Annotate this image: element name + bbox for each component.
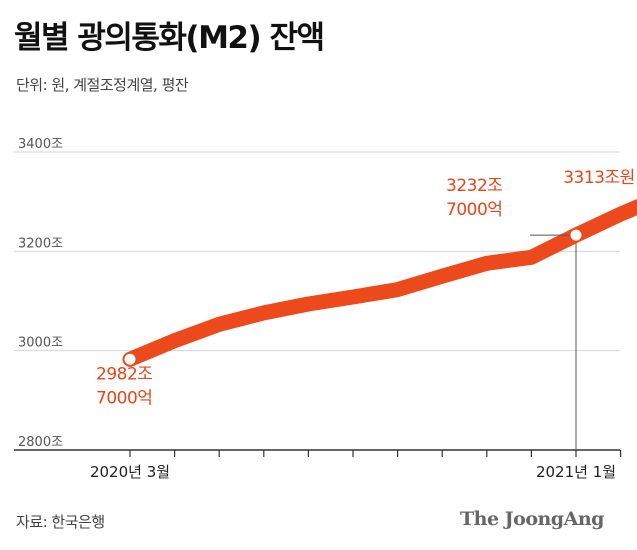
x-tick-label: 2020년 3월 — [90, 463, 170, 481]
data-label: 3313조원 — [563, 168, 635, 188]
source-note: 자료: 한국은행 — [16, 513, 105, 531]
data-point-marker — [124, 353, 136, 365]
data-label: 3232조 — [446, 176, 502, 196]
data-labels: 2982조7000억3232조7000억3313조원3363조7000억 — [96, 168, 635, 408]
x-tick-label: 2021년 1월 — [536, 463, 616, 481]
marker-points — [124, 229, 582, 365]
page-title: 월별 광의통화(M2) 잔액 — [14, 20, 325, 56]
y-tick-label: 3000조 — [18, 336, 63, 351]
y-axis-ticks: 3400조 3200조 3000조 2800조 — [18, 137, 63, 450]
data-label: 7000억 — [446, 200, 502, 220]
data-point-marker — [570, 229, 582, 241]
y-tick-label: 3200조 — [18, 236, 63, 251]
guide-lines — [575, 235, 577, 450]
y-tick-label: 2800조 — [18, 435, 63, 450]
publisher-logo: The JoongAng — [460, 508, 604, 530]
data-label: 7000억 — [96, 388, 152, 408]
unit-note: 단위: 원, 계절조정계열, 평잔 — [16, 76, 189, 94]
m2-series-line — [122, 199, 637, 367]
y-tick-label: 3400조 — [18, 137, 63, 152]
grid-lines — [14, 151, 620, 352]
data-label: 2982조 — [96, 364, 152, 384]
